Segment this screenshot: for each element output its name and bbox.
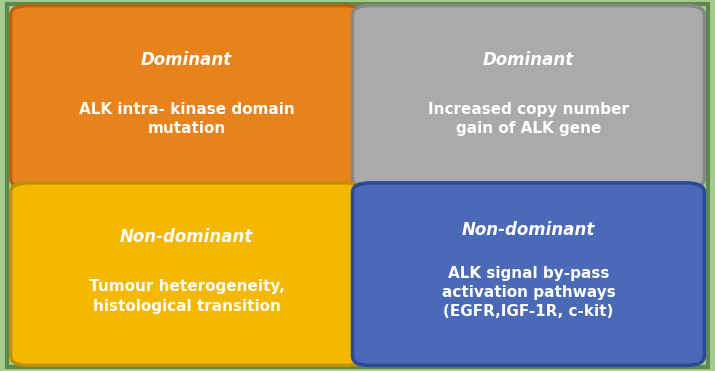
FancyBboxPatch shape	[352, 6, 704, 188]
Text: Non-dominant: Non-dominant	[462, 221, 595, 239]
FancyBboxPatch shape	[352, 183, 704, 365]
FancyBboxPatch shape	[11, 6, 363, 188]
Text: Non-dominant: Non-dominant	[120, 228, 253, 246]
Text: Increased copy number
gain of ALK gene: Increased copy number gain of ALK gene	[428, 102, 629, 136]
Text: Dominant: Dominant	[141, 51, 232, 69]
Text: ALK intra- kinase domain
mutation: ALK intra- kinase domain mutation	[79, 102, 295, 136]
Text: Dominant: Dominant	[483, 51, 574, 69]
Text: Tumour heterogeneity,
histological transition: Tumour heterogeneity, histological trans…	[89, 279, 285, 313]
Text: ALK signal by-pass
activation pathways
(EGFR,IGF-1R, c-kit): ALK signal by-pass activation pathways (…	[441, 266, 616, 319]
FancyBboxPatch shape	[11, 183, 363, 365]
